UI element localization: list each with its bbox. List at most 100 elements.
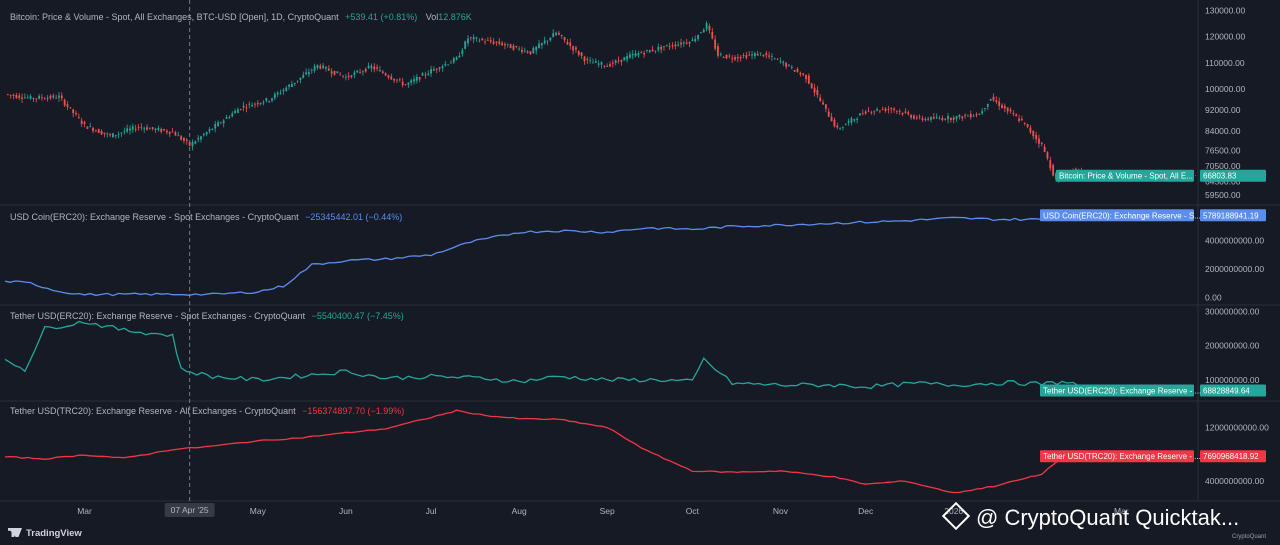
candle-body xyxy=(38,95,40,99)
candle-body xyxy=(83,121,86,124)
candle-body xyxy=(799,72,802,75)
time-tick-label: Nov xyxy=(773,506,789,516)
y-tick-label-0: 70500.00 xyxy=(1205,161,1241,171)
y-tick-label-0: 120000.00 xyxy=(1205,32,1245,42)
candle-body xyxy=(177,135,180,137)
candle-body xyxy=(620,59,623,62)
candle-body xyxy=(719,54,722,56)
candle-body xyxy=(833,119,836,127)
candle-body xyxy=(543,40,546,44)
candle-body xyxy=(1052,164,1055,176)
time-tick-label: Jun xyxy=(339,506,353,516)
candle-body xyxy=(282,89,285,92)
crosshair-time-badge xyxy=(164,503,215,517)
y-tick-label-0: 64500.00 xyxy=(1205,177,1241,187)
candle-body xyxy=(492,41,495,44)
candle-body xyxy=(15,95,18,98)
candle-body xyxy=(265,98,268,101)
candle-body xyxy=(106,133,109,135)
candle-body xyxy=(225,117,228,119)
candle-body xyxy=(501,42,503,46)
candle-body xyxy=(364,68,367,72)
candle-body xyxy=(188,142,191,146)
candle-body xyxy=(995,100,998,103)
candle-body xyxy=(609,64,611,67)
candle-body xyxy=(134,128,137,130)
time-tick-label: Mar xyxy=(1114,506,1129,516)
candle-body xyxy=(435,68,438,70)
candle-body xyxy=(853,119,856,121)
candle-body xyxy=(237,109,239,114)
candle-body xyxy=(77,117,80,118)
series-line-1 xyxy=(4,213,1091,297)
candle-body xyxy=(910,115,913,118)
candle-body xyxy=(611,62,614,64)
candle-body xyxy=(680,42,682,45)
candle-body xyxy=(1043,146,1046,153)
candle-body xyxy=(731,58,734,60)
candle-body xyxy=(1020,118,1023,121)
candle-body xyxy=(560,34,563,36)
series-name-tag-label: Bitcoin: Price & Volume - Spot, All E... xyxy=(1059,172,1193,181)
candle-body xyxy=(166,130,168,133)
candle-body xyxy=(961,116,964,119)
time-tick-label: Sep xyxy=(600,506,615,516)
usdt-trc20-change: −156374897.70 (−1.99%) xyxy=(302,406,405,416)
candle-body xyxy=(964,115,966,117)
candle-body xyxy=(827,111,830,117)
candle-body xyxy=(279,92,282,94)
candle-body xyxy=(705,23,708,30)
candle-body xyxy=(359,72,361,73)
candle-body xyxy=(254,103,256,105)
candle-body xyxy=(92,127,94,132)
candle-body xyxy=(268,101,271,102)
candle-body xyxy=(160,128,163,132)
y-tick-label-0: 130000.00 xyxy=(1205,6,1245,16)
candle-body xyxy=(930,116,932,120)
candle-body xyxy=(148,128,151,130)
candle-body xyxy=(736,57,739,59)
candle-body xyxy=(1046,152,1049,159)
tradingview-logo[interactable]: TradingView xyxy=(8,528,82,539)
candle-body xyxy=(58,95,60,98)
candle-body xyxy=(441,66,444,68)
candle-body xyxy=(759,52,762,54)
candle-body xyxy=(273,94,276,99)
candle-body xyxy=(464,41,467,49)
candle-body xyxy=(688,41,691,44)
candle-body xyxy=(245,107,248,109)
candle-body xyxy=(336,71,339,74)
candle-body xyxy=(949,117,952,121)
candle-body xyxy=(504,44,506,46)
candle-body xyxy=(677,44,680,46)
candle-body xyxy=(12,94,15,96)
candle-body xyxy=(327,68,330,71)
candle-body xyxy=(807,75,810,84)
candle-body xyxy=(256,103,259,105)
candle-body xyxy=(992,96,995,101)
candle-body xyxy=(285,87,288,91)
candle-body xyxy=(231,113,234,117)
candle-body xyxy=(893,108,895,111)
candle-body xyxy=(384,73,387,76)
candle-body xyxy=(785,63,788,67)
candle-body xyxy=(856,118,859,121)
candle-body xyxy=(924,119,927,121)
candle-body xyxy=(589,60,592,62)
candle-body xyxy=(717,46,719,56)
candle-body xyxy=(629,54,631,58)
candle-body xyxy=(637,53,640,56)
candle-body xyxy=(509,44,512,49)
candle-body xyxy=(773,58,776,60)
candle-body xyxy=(921,118,924,120)
candle-body xyxy=(944,119,947,121)
candle-body xyxy=(640,52,643,54)
candle-body xyxy=(362,71,364,73)
candle-body xyxy=(438,67,441,70)
candle-body xyxy=(549,37,552,41)
candle-body xyxy=(43,98,46,100)
candle-body xyxy=(830,116,833,122)
candle-body xyxy=(918,116,921,118)
